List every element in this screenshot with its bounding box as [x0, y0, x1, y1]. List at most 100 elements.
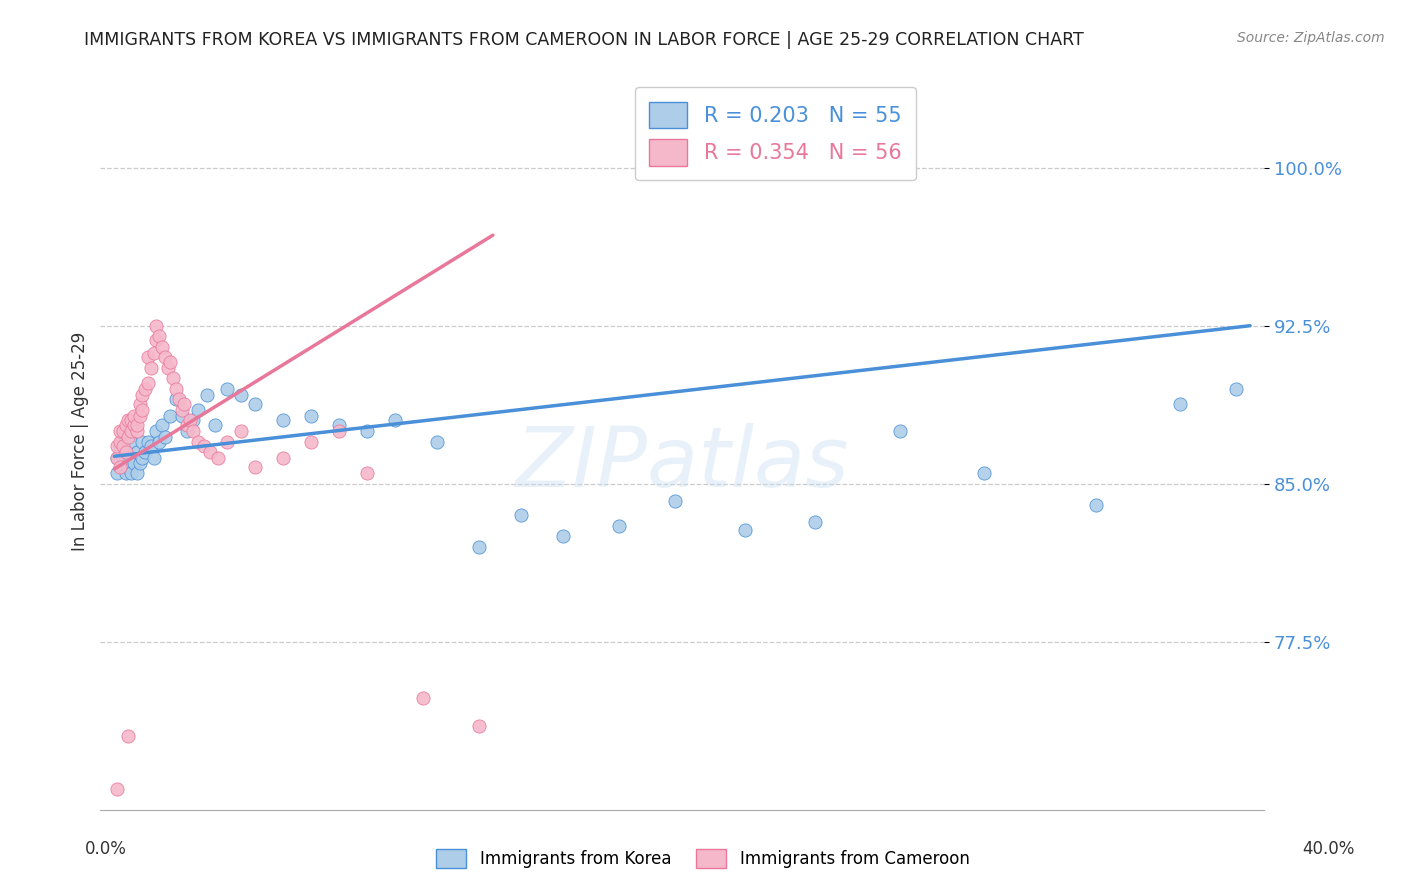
Point: [108, 434, 131, 449]
Point: [804, 515, 827, 529]
Point: [125, 417, 148, 432]
Point: [328, 417, 350, 432]
Point: [120, 424, 142, 438]
Point: [356, 466, 378, 480]
Point: [117, 730, 139, 744]
Point: [134, 445, 156, 459]
Point: [170, 403, 193, 417]
Text: ZIPatlas: ZIPatlas: [516, 423, 849, 504]
Point: [139, 439, 162, 453]
Point: [114, 466, 136, 480]
Point: [125, 445, 148, 459]
Point: [215, 382, 238, 396]
Point: [117, 413, 139, 427]
Point: [299, 434, 322, 449]
Point: [108, 439, 131, 453]
Point: [229, 388, 252, 402]
Point: [207, 451, 229, 466]
Point: [105, 439, 128, 453]
Point: [136, 376, 159, 390]
Point: [125, 424, 148, 438]
Point: [551, 529, 574, 543]
Point: [134, 382, 156, 396]
Point: [181, 413, 204, 427]
Point: [607, 518, 630, 533]
Point: [271, 413, 294, 427]
Point: [108, 459, 131, 474]
Point: [108, 424, 131, 438]
Point: [176, 424, 198, 438]
Point: [1225, 382, 1247, 396]
Point: [105, 451, 128, 466]
Point: [122, 451, 145, 466]
Point: [156, 360, 179, 375]
Point: [243, 459, 266, 474]
Point: [1168, 397, 1191, 411]
Point: [117, 459, 139, 474]
Point: [299, 409, 322, 424]
Point: [122, 417, 145, 432]
Point: [120, 413, 142, 427]
Point: [176, 417, 198, 432]
Point: [165, 382, 187, 396]
Point: [1084, 498, 1107, 512]
Point: [131, 403, 153, 417]
Point: [510, 508, 533, 523]
Text: 40.0%: 40.0%: [1302, 840, 1355, 858]
Point: [125, 466, 148, 480]
Point: [111, 459, 134, 474]
Point: [187, 403, 209, 417]
Point: [128, 409, 150, 424]
Point: [198, 445, 221, 459]
Point: [162, 371, 184, 385]
Point: [145, 424, 167, 438]
Point: [136, 434, 159, 449]
Point: [131, 451, 153, 466]
Point: [128, 397, 150, 411]
Text: Source: ZipAtlas.com: Source: ZipAtlas.com: [1237, 31, 1385, 45]
Point: [117, 430, 139, 444]
Legend: R = 0.203   N = 55, R = 0.354   N = 56: R = 0.203 N = 55, R = 0.354 N = 56: [634, 87, 915, 180]
Point: [114, 445, 136, 459]
Point: [384, 413, 406, 427]
Point: [148, 434, 170, 449]
Point: [153, 351, 176, 365]
Point: [120, 466, 142, 480]
Point: [142, 451, 165, 466]
Point: [150, 340, 173, 354]
Point: [243, 397, 266, 411]
Point: [105, 782, 128, 797]
Point: [148, 329, 170, 343]
Point: [131, 434, 153, 449]
Point: [664, 493, 686, 508]
Point: [426, 434, 449, 449]
Point: [187, 434, 209, 449]
Point: [229, 424, 252, 438]
Point: [105, 451, 128, 466]
Point: [195, 388, 218, 402]
Point: [145, 318, 167, 333]
Point: [153, 430, 176, 444]
Point: [111, 451, 134, 466]
Text: 0.0%: 0.0%: [84, 840, 127, 858]
Point: [328, 424, 350, 438]
Point: [117, 451, 139, 466]
Point: [136, 351, 159, 365]
Point: [165, 392, 187, 407]
Point: [114, 417, 136, 432]
Point: [889, 424, 911, 438]
Point: [468, 719, 491, 733]
Point: [128, 456, 150, 470]
Point: [142, 346, 165, 360]
Y-axis label: In Labor Force | Age 25-29: In Labor Force | Age 25-29: [72, 332, 89, 551]
Point: [412, 691, 434, 706]
Point: [973, 466, 995, 480]
Point: [170, 409, 193, 424]
Point: [145, 334, 167, 348]
Point: [122, 409, 145, 424]
Point: [114, 445, 136, 459]
Point: [122, 456, 145, 470]
Point: [167, 392, 190, 407]
Point: [105, 466, 128, 480]
Point: [468, 540, 491, 554]
